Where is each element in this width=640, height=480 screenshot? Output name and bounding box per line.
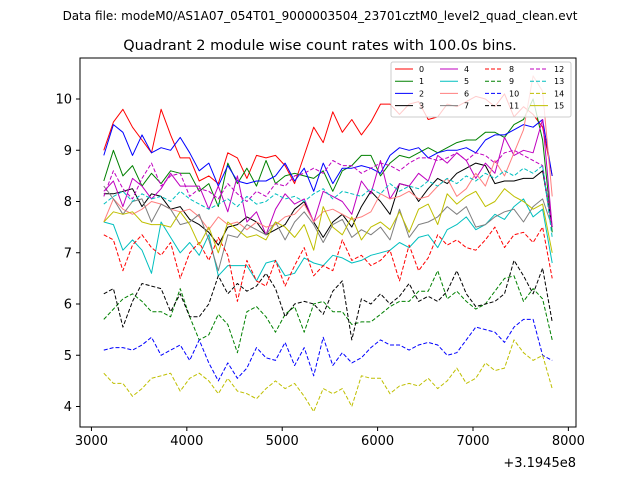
series-line-7: [103, 185, 553, 272]
legend-label-12: 12: [554, 65, 564, 74]
legend-label-3: 3: [419, 102, 424, 111]
series-line-2: [103, 119, 553, 192]
y-tick-label: 8: [64, 195, 72, 210]
series-line-8: [103, 226, 553, 302]
chart-suptitle: Data file: modeM0/AS1A07_054T01_90000035…: [63, 9, 578, 23]
series-line-15: [103, 188, 553, 254]
legend-label-14: 14: [554, 89, 564, 98]
legend-label-4: 4: [464, 65, 469, 74]
series-line-1: [103, 98, 553, 233]
series-line-13: [103, 165, 553, 238]
y-tick-label: 5: [64, 349, 72, 364]
series-line-11: [103, 259, 553, 341]
legend-label-6: 6: [464, 89, 469, 98]
plot-area: [103, 75, 553, 413]
series-line-10: [103, 318, 553, 382]
legend-label-10: 10: [509, 89, 519, 98]
legend-label-11: 11: [509, 102, 519, 111]
x-tick-label: 5000: [266, 434, 299, 449]
series-line-3: [103, 162, 553, 246]
x-tick-label: 4000: [170, 434, 203, 449]
series-line-9: [103, 270, 553, 354]
x-tick-label: 6000: [361, 434, 394, 449]
legend-label-13: 13: [554, 77, 564, 86]
legend-frame: [390, 61, 572, 118]
chart-title: Quadrant 2 module wise count rates with …: [123, 38, 517, 54]
y-tick-label: 4: [64, 400, 72, 415]
y-tick-label: 9: [64, 144, 72, 159]
legend-label-2: 2: [419, 89, 424, 98]
series-line-5: [103, 198, 553, 282]
series-line-12: [103, 149, 553, 228]
legend-label-5: 5: [464, 77, 469, 86]
series-line-6: [103, 75, 553, 231]
legend-label-15: 15: [554, 102, 564, 111]
x-tick-label: 3000: [75, 434, 108, 449]
y-tick-label: 6: [64, 298, 72, 313]
y-tick-label: 10: [55, 93, 72, 108]
series-line-14: [103, 339, 553, 413]
legend-label-8: 8: [509, 65, 514, 74]
x-tick-label: 7000: [456, 434, 489, 449]
legend-label-9: 9: [509, 77, 514, 86]
legend-label-7: 7: [464, 102, 469, 111]
x-axis: 3000 4000 5000 6000 7000 8000: [75, 427, 585, 449]
legend-label-0: 0: [419, 65, 424, 74]
x-tick-label: 8000: [552, 434, 585, 449]
y-axis: 4 5 6 7 8 9 10: [55, 93, 80, 415]
legend-label-1: 1: [419, 77, 424, 86]
axes-frame: [79, 57, 577, 428]
y-tick-label: 7: [64, 246, 72, 261]
x-axis-offset-label: +3.1945e8: [503, 456, 576, 471]
